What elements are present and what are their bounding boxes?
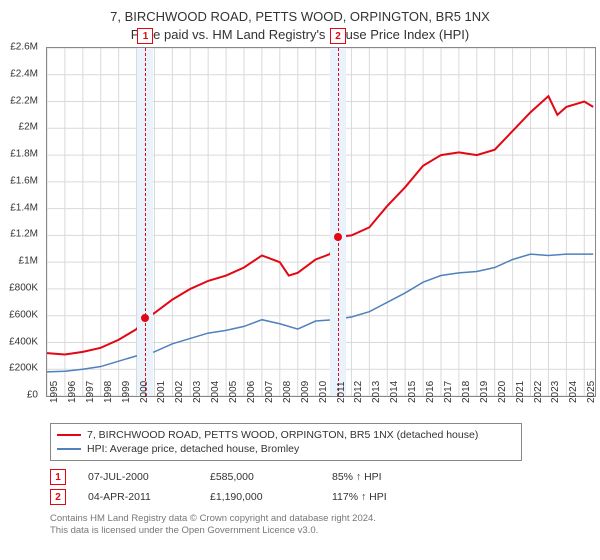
x-tick-label: 2001 (156, 381, 167, 403)
x-tick-label: 2013 (371, 381, 382, 403)
y-tick-label: £1.6M (10, 175, 38, 186)
title-address: 7, BIRCHWOOD ROAD, PETTS WOOD, ORPINGTON… (110, 9, 490, 24)
y-tick-label: £600K (9, 309, 38, 320)
y-tick-label: £1M (19, 256, 38, 267)
x-tick-label: 2010 (318, 381, 329, 403)
x-tick-label: 2025 (586, 381, 597, 403)
sale-date: 04-APR-2011 (88, 491, 188, 503)
sale-marker-box: 1 (137, 28, 153, 44)
x-tick-label: 1999 (121, 381, 132, 403)
sale-marker-line (338, 48, 339, 396)
sale-point-dot (141, 314, 149, 322)
x-tick-label: 2014 (389, 381, 400, 403)
title-subtitle: Price paid vs. HM Land Registry's House … (131, 27, 469, 42)
x-tick-label: 1997 (85, 381, 96, 403)
x-tick-label: 2022 (533, 381, 544, 403)
legend-row-hpi: HPI: Average price, detached house, Brom… (57, 442, 515, 456)
chart-plot-area: 12 (46, 47, 596, 397)
y-tick-label: £1.2M (10, 229, 38, 240)
sale-date: 07-JUL-2000 (88, 471, 188, 483)
sale-number-box: 2 (50, 489, 66, 505)
x-tick-label: 2018 (461, 381, 472, 403)
x-tick-label: 2008 (282, 381, 293, 403)
x-tick-label: 2019 (479, 381, 490, 403)
x-tick-label: 1998 (103, 381, 114, 403)
sale-marker-line (145, 48, 146, 396)
y-tick-label: £400K (9, 336, 38, 347)
x-tick-label: 2003 (192, 381, 203, 403)
y-tick-label: £1.4M (10, 202, 38, 213)
x-tick-label: 2011 (336, 382, 347, 404)
sale-price: £1,190,000 (210, 491, 310, 503)
legend: 7, BIRCHWOOD ROAD, PETTS WOOD, ORPINGTON… (50, 423, 522, 461)
x-tick-label: 2020 (497, 381, 508, 403)
footer: Contains HM Land Registry data © Crown c… (50, 513, 590, 538)
x-tick-label: 2006 (246, 381, 257, 403)
x-tick-label: 2005 (228, 381, 239, 403)
sale-marker-box: 2 (330, 28, 346, 44)
y-tick-label: £2.6M (10, 42, 38, 53)
sale-pct: 85% ↑ HPI (332, 471, 382, 483)
y-tick-label: £0 (27, 390, 38, 401)
page-title: 7, BIRCHWOOD ROAD, PETTS WOOD, ORPINGTON… (10, 8, 590, 43)
legend-label-hpi: HPI: Average price, detached house, Brom… (87, 443, 299, 455)
x-tick-label: 2009 (300, 381, 311, 403)
sale-price: £585,000 (210, 471, 310, 483)
x-tick-label: 2024 (568, 381, 579, 403)
sale-number-box: 1 (50, 469, 66, 485)
footer-line1: Contains HM Land Registry data © Crown c… (50, 513, 376, 524)
sales-table: 1 07-JUL-2000 £585,000 85% ↑ HPI2 04-APR… (50, 467, 590, 507)
x-tick-label: 2012 (353, 381, 364, 403)
x-tick-label: 2017 (443, 381, 454, 403)
x-tick-label: 2004 (210, 381, 221, 403)
sale-row: 2 04-APR-2011 £1,190,000 117% ↑ HPI (50, 487, 590, 507)
sale-row: 1 07-JUL-2000 £585,000 85% ↑ HPI (50, 467, 590, 487)
y-tick-label: £1.8M (10, 149, 38, 160)
y-tick-label: £200K (9, 363, 38, 374)
y-tick-label: £2.4M (10, 68, 38, 79)
x-tick-label: 1995 (49, 381, 60, 403)
legend-row-subject: 7, BIRCHWOOD ROAD, PETTS WOOD, ORPINGTON… (57, 428, 515, 442)
legend-swatch-subject (57, 434, 81, 436)
y-tick-label: £800K (9, 283, 38, 294)
x-tick-label: 2015 (407, 381, 418, 403)
legend-swatch-hpi (57, 448, 81, 450)
x-tick-label: 2007 (264, 381, 275, 403)
x-tick-label: 2016 (425, 381, 436, 403)
y-tick-label: £2M (19, 122, 38, 133)
x-tick-label: 2021 (515, 381, 526, 403)
y-tick-label: £2.2M (10, 95, 38, 106)
footer-line2: This data is licensed under the Open Gov… (50, 525, 318, 536)
x-tick-label: 2002 (174, 381, 185, 403)
chart-container: 12 £0£200K£400K£600K£800K£1M£1.2M£1.4M£1… (10, 47, 590, 397)
x-tick-label: 1996 (67, 381, 78, 403)
sale-pct: 117% ↑ HPI (332, 491, 387, 503)
x-tick-label: 2000 (139, 381, 150, 403)
chart-svg (47, 48, 595, 396)
legend-label-subject: 7, BIRCHWOOD ROAD, PETTS WOOD, ORPINGTON… (87, 429, 478, 441)
sale-point-dot (334, 233, 342, 241)
x-tick-label: 2023 (550, 381, 561, 403)
